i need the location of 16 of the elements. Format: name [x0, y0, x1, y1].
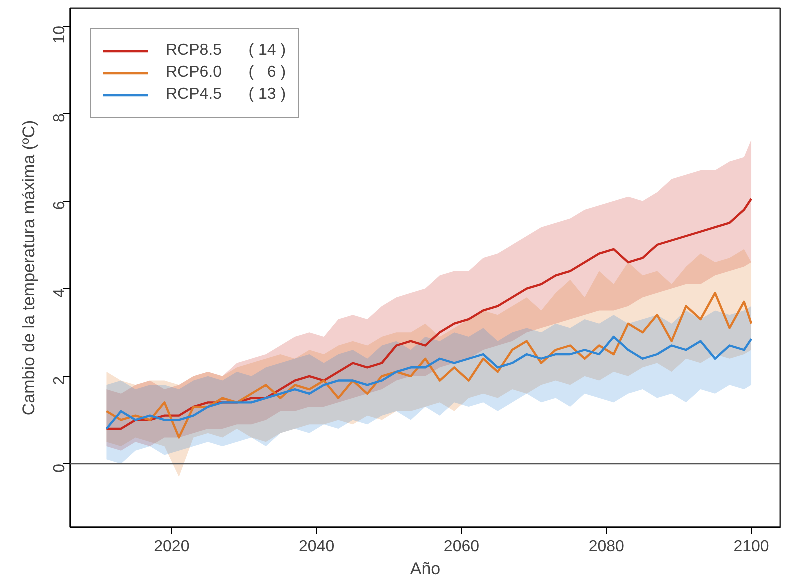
y-tick-label: 10 — [52, 26, 68, 44]
x-tick-label: 2100 — [734, 538, 770, 556]
x-tick-label: 2020 — [154, 538, 190, 556]
x-tick-label: 2040 — [299, 538, 335, 556]
y-tick-label: 8 — [52, 114, 68, 123]
y-tick-label: 6 — [52, 201, 68, 210]
y-tick-label: 0 — [52, 464, 68, 473]
y-tick-label: 2 — [52, 376, 68, 386]
legend-label: RCP8.5 ( 14 ) — [166, 42, 286, 60]
x-tick-label: 2080 — [588, 538, 625, 556]
legend-label: RCP6.0 ( 6 ) — [166, 64, 286, 82]
y-tick-label: 4 — [52, 288, 68, 298]
x-tick-label: 2060 — [444, 538, 480, 556]
y-axis-title: Cambio de la temperatura máxima (ºC) — [20, 120, 38, 416]
x-axis-title: Año — [410, 560, 441, 578]
legend-label: RCP4.5 ( 13 ) — [166, 86, 286, 104]
